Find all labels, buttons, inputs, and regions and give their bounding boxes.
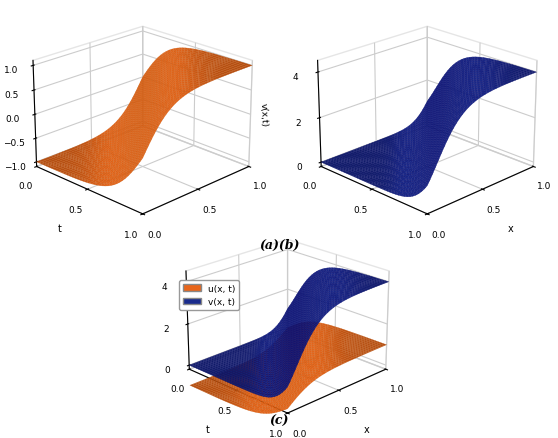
Y-axis label: t: t bbox=[206, 424, 210, 434]
X-axis label: x: x bbox=[364, 424, 370, 434]
Y-axis label: t: t bbox=[57, 223, 61, 233]
X-axis label: x: x bbox=[508, 223, 513, 233]
Text: (c): (c) bbox=[270, 414, 288, 427]
Text: (a)(b): (a)(b) bbox=[259, 239, 299, 252]
Legend: u(x, t), v(x, t): u(x, t), v(x, t) bbox=[179, 280, 239, 310]
X-axis label: x: x bbox=[223, 223, 229, 233]
Y-axis label: t: t bbox=[342, 223, 346, 233]
